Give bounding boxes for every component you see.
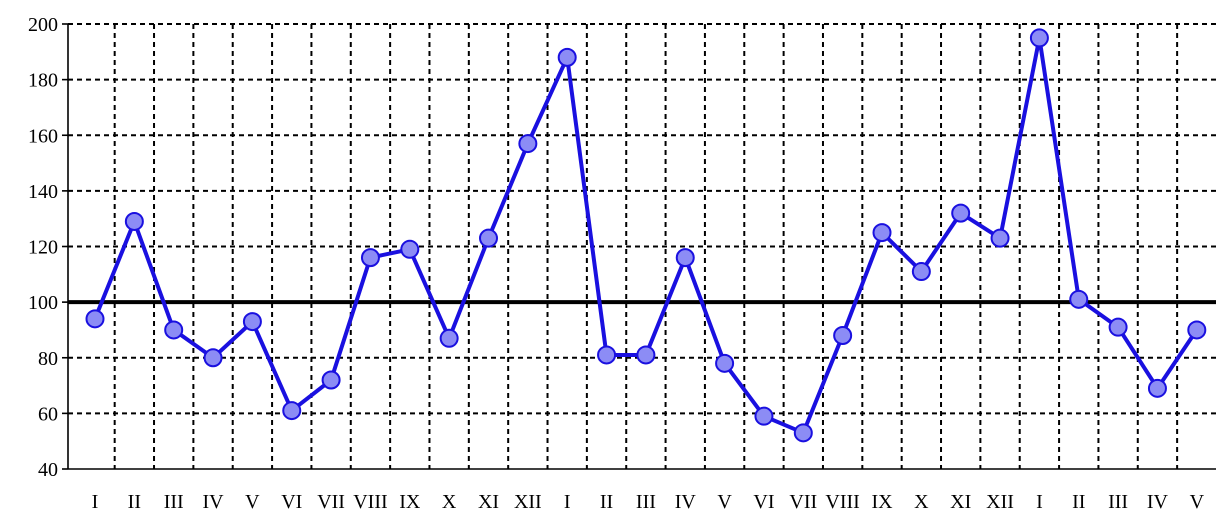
x-tick-label: IX <box>871 491 893 512</box>
data-point <box>164 320 184 340</box>
x-tick-label: VI <box>753 491 774 512</box>
data-point <box>1069 289 1089 309</box>
x-tick-label: VIII <box>825 491 859 512</box>
data-point <box>242 312 262 332</box>
data-point <box>1108 317 1128 337</box>
data-point <box>754 406 774 426</box>
data-point <box>518 134 538 154</box>
y-tick-label: 40 <box>38 459 58 481</box>
y-tick-label: 120 <box>28 237 58 259</box>
x-tick-labels: I II III IV V VI VII VIII IX X XI XII I II III IV V VI VII… <box>92 491 1205 512</box>
data-point <box>85 309 105 329</box>
data-point <box>1029 28 1049 48</box>
x-tick-label: V <box>245 491 260 512</box>
x-tick-label: X <box>442 491 457 512</box>
x-tick-label: VII <box>789 491 817 512</box>
x-tick-label: IV <box>1147 491 1169 512</box>
data-point <box>793 423 813 443</box>
x-tick-label: VII <box>317 491 345 512</box>
data-point <box>911 262 931 282</box>
x-tick-label: I <box>1036 491 1043 512</box>
y-tick-label: 180 <box>28 70 58 92</box>
data-point <box>990 228 1010 248</box>
data-point <box>439 328 459 348</box>
x-tick-label: V <box>1190 491 1205 512</box>
y-tick-label: 80 <box>38 348 58 370</box>
x-tick-label: I <box>564 491 571 512</box>
x-tick-label: III <box>636 491 656 512</box>
x-tick-label: XII <box>986 491 1014 512</box>
series <box>85 28 1207 443</box>
x-tick-label: II <box>128 491 141 512</box>
data-point <box>321 370 341 390</box>
x-tick-label: IX <box>399 491 421 512</box>
grid <box>68 23 1216 469</box>
data-point <box>951 203 971 223</box>
data-point <box>282 401 302 421</box>
data-point <box>1147 378 1167 398</box>
x-tick-label: VI <box>281 491 302 512</box>
data-point <box>833 326 853 345</box>
y-tick-label: 100 <box>28 292 58 314</box>
data-point <box>124 211 144 231</box>
x-tick-label: XI <box>478 491 499 512</box>
x-tick-label: III <box>164 491 184 512</box>
y-tick-label: 60 <box>38 403 58 425</box>
y-tick-labels: 40 60 80 100 120 140 160 180 200 <box>28 14 58 481</box>
data-point <box>1187 320 1207 340</box>
x-tick-label: V <box>717 491 732 512</box>
x-tick-label: XI <box>950 491 971 512</box>
y-tick-label: 160 <box>28 125 58 147</box>
axes <box>62 23 1216 470</box>
data-point <box>715 353 735 373</box>
x-tick-label: VIII <box>353 491 387 512</box>
x-tick-label: IV <box>202 491 224 512</box>
data-point <box>557 47 577 67</box>
data-point <box>675 248 695 268</box>
y-tick-label: 140 <box>28 181 58 203</box>
data-point <box>479 228 498 248</box>
data-point <box>872 223 892 243</box>
x-tick-label: X <box>914 491 929 512</box>
x-tick-label: II <box>1072 491 1085 512</box>
data-point <box>203 348 223 368</box>
data-point <box>360 248 380 268</box>
data-point <box>400 239 420 259</box>
series-line <box>93 35 1199 435</box>
data-point <box>597 345 617 365</box>
x-tick-label: IV <box>675 491 697 512</box>
x-tick-label: III <box>1108 491 1128 512</box>
x-tick-label: I <box>92 491 99 512</box>
y-tick-label: 200 <box>28 14 58 36</box>
data-point <box>636 345 656 365</box>
x-tick-label: II <box>600 491 613 512</box>
x-tick-label: XII <box>514 491 542 512</box>
